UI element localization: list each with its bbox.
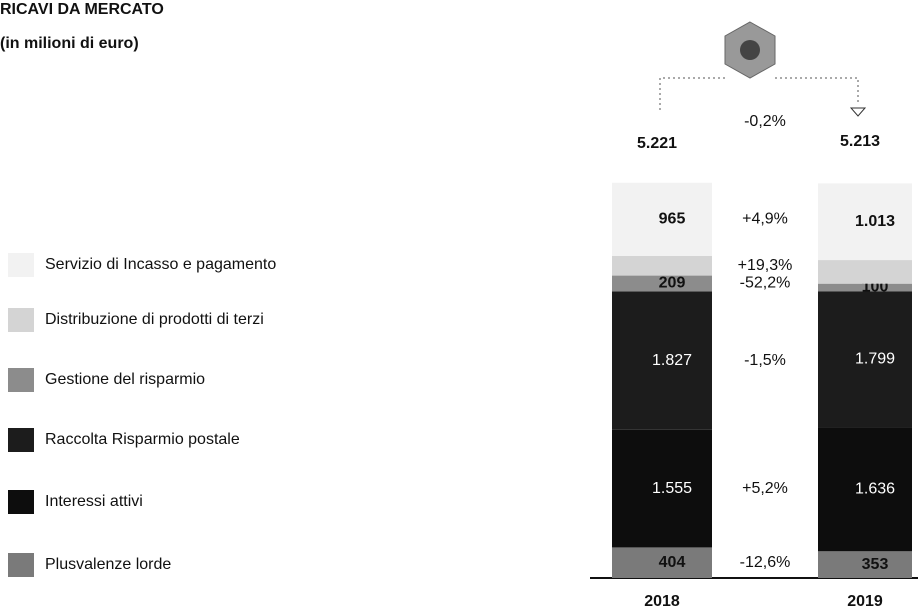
legend-label: Plusvalenze lorde [45, 556, 171, 573]
bar-segment [818, 551, 912, 578]
legend-label: Raccolta Risparmio postale [45, 431, 240, 448]
total-label: 5.221 [637, 135, 677, 152]
x-tick-label: 2019 [847, 593, 883, 610]
value-label: 1.636 [855, 481, 895, 498]
legend-swatch [8, 553, 34, 577]
value-label: 404 [659, 554, 686, 571]
bar-segment [612, 275, 712, 292]
bar-segment [612, 182, 712, 256]
bar-segment [818, 291, 912, 428]
value-label: 1.827 [652, 352, 692, 369]
change-label: -52,2% [740, 275, 791, 292]
legend-swatch [8, 428, 34, 452]
x-tick-label: 2018 [644, 593, 680, 610]
bar-segment [818, 260, 912, 284]
bar-segment [612, 255, 712, 276]
legend-swatch [8, 308, 34, 332]
change-label: +4,9% [742, 211, 788, 228]
value-label: 1.013 [855, 213, 895, 230]
change-label: -12,6% [740, 554, 791, 571]
value-label: 1.799 [855, 351, 895, 368]
legend-swatch [8, 490, 34, 514]
change-label: +5,2% [742, 480, 788, 497]
legend-label: Interessi attivi [45, 493, 143, 510]
value-label: 209 [659, 275, 686, 292]
legend-label: Gestione del risparmio [45, 371, 205, 388]
bar-segment [612, 547, 712, 578]
legend-label: Distribuzione di prodotti di terzi [45, 311, 264, 328]
legend-swatch [8, 253, 34, 277]
icon [659, 21, 867, 117]
change-label: +19,3% [738, 257, 793, 274]
bar-segment [818, 183, 912, 261]
legend-swatch [8, 368, 34, 392]
total-change: -0,2% [744, 113, 786, 130]
chart-title: RICAVI DA MERCATO [0, 1, 164, 18]
total-label: 5.213 [840, 133, 880, 150]
bar-segment [612, 429, 712, 548]
change-label: -1,5% [744, 352, 786, 369]
bar-segment [612, 291, 712, 430]
bar-segment [818, 427, 912, 552]
legend-label: Servizio di Incasso e pagamento [45, 256, 276, 273]
chart-subtitle: (in milioni di euro) [0, 35, 139, 52]
value-label: 965 [659, 211, 686, 228]
value-label: 1.555 [652, 480, 692, 497]
bar-segment [818, 283, 912, 292]
value-label: 353 [862, 556, 889, 573]
